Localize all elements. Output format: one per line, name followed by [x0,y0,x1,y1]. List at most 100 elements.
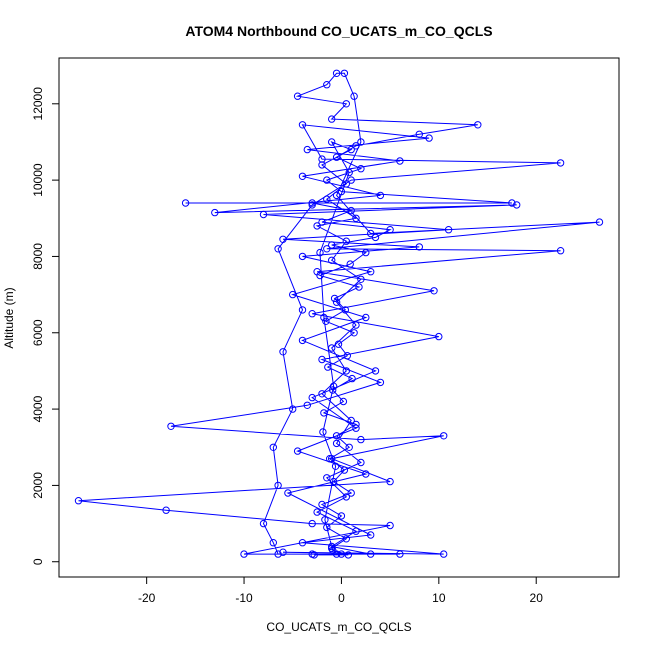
data-point [293,447,302,455]
data-point [425,134,433,142]
data-point [332,298,341,306]
y-axis-label: Altitude (m) [2,287,16,348]
data-point [269,539,277,547]
x-axis: -20 -10 0 10 20 [138,576,544,605]
data-point [310,551,318,559]
data-point [595,218,604,226]
data-point [323,176,331,184]
data-point [318,500,326,509]
data-point [342,100,350,108]
data-point [313,508,321,516]
data-point [298,121,307,129]
data-point [415,243,423,251]
data-point [352,321,360,329]
data-point [347,145,355,154]
data-point [323,245,331,253]
data-point [347,489,355,497]
y-tick-label: 12000 [31,87,45,121]
y-tick-label: 0 [31,558,45,565]
data-point [328,542,336,551]
data-point [329,386,337,394]
data-point [396,550,404,558]
data-point [313,268,321,276]
data-point [371,233,380,242]
data-point [332,69,341,78]
data-point [308,201,316,209]
data-point [344,551,352,559]
data-point [367,531,375,539]
x-tick-label: 10 [432,591,446,605]
data-point [352,214,360,223]
data-point [357,138,365,146]
data-point [332,153,341,161]
data-point [350,329,358,337]
data-point [435,332,443,341]
data-point [440,432,448,440]
data-point [259,519,268,528]
data-point [259,210,268,219]
data-point [332,439,341,448]
data-point [328,256,336,264]
data-point [328,344,336,352]
data-point [298,172,307,181]
data-point [345,168,353,177]
data-point [329,382,338,390]
data-point [337,187,346,196]
data-point [181,199,190,207]
y-tick-label: 2000 [31,472,45,499]
data-point [340,466,349,474]
data-point [357,165,365,173]
data-point [342,180,350,188]
data-point [352,420,360,429]
data-point [279,548,287,556]
data-point [334,340,343,348]
data-point [444,226,453,234]
data-point [348,374,356,383]
data-point [298,336,307,345]
data-point [240,550,248,558]
data-point [74,497,83,505]
data-point [556,159,565,167]
data-point [303,145,311,154]
x-tick-label: 0 [338,591,345,605]
data-point [323,523,331,532]
data-point [274,481,282,490]
data-point [339,397,348,406]
data-point [303,401,311,409]
data-point [332,550,341,558]
x-tick-label: -10 [235,591,253,605]
data-point [367,268,375,276]
data-point [298,306,307,314]
data-point [320,313,328,322]
data-point [415,130,423,139]
data-point [323,474,331,482]
data-point [342,493,350,501]
data-point [308,310,316,318]
data-point [347,206,355,215]
data-point [308,393,316,402]
data-point [316,248,324,257]
data-point [332,191,341,200]
data-point [279,348,287,356]
x-tick-label: 20 [530,591,544,605]
y-tick-label: 6000 [31,319,45,346]
x-tick-label: -20 [138,591,156,605]
data-point [508,199,516,207]
data-point [352,424,360,432]
data-point [318,355,326,364]
data-point [289,405,297,413]
data-point [346,260,354,268]
data-point [279,235,287,244]
data-point [345,443,353,451]
data-point [357,458,365,467]
data-point [362,248,370,257]
series-line [78,72,600,556]
data-point [474,121,482,129]
data-point [367,550,375,558]
data-point [308,519,316,528]
data-point [162,506,170,514]
data-point [320,409,328,417]
series-layer [74,69,604,559]
data-point [167,422,175,430]
